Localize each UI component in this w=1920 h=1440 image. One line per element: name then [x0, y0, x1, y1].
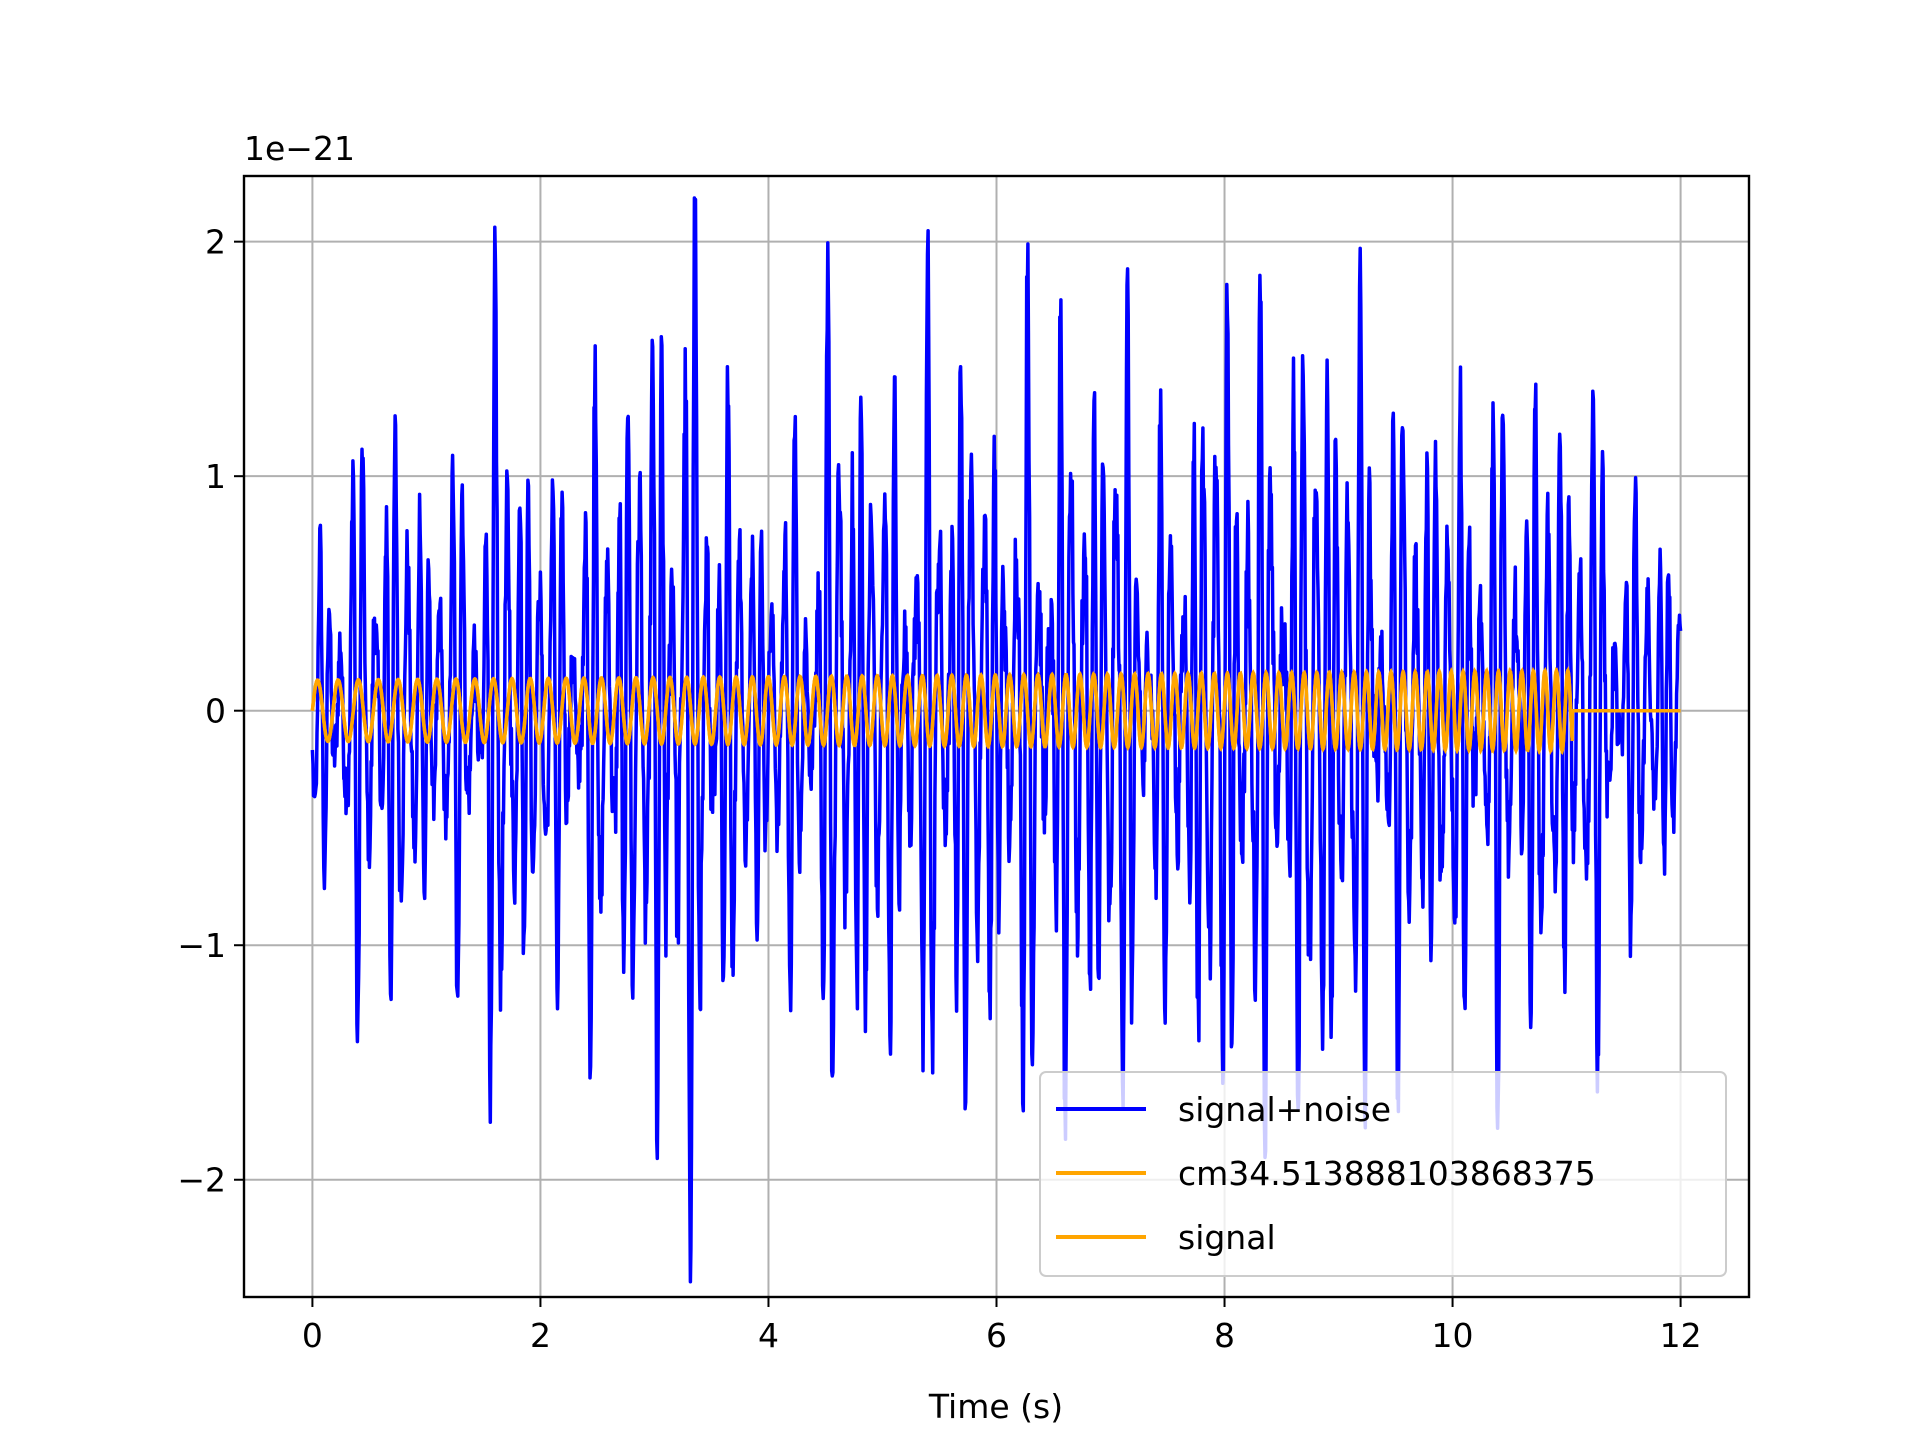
legend-box	[1039, 1071, 1727, 1277]
y-tick-label: −1	[177, 926, 226, 965]
legend-label: cm34.513888103868375	[1178, 1154, 1596, 1193]
series-signal-noise-line	[310, 196, 1683, 1284]
y-tick-label: 2	[205, 223, 226, 262]
legend: signal+noise cm34.513888103868375 signal	[1039, 1071, 1727, 1277]
x-tick-label: 10	[1432, 1316, 1474, 1355]
x-tick-label: 6	[986, 1316, 1007, 1355]
legend-label: signal	[1178, 1218, 1276, 1257]
y-tick-label: 1	[205, 457, 226, 496]
legend-label: signal+noise	[1178, 1090, 1391, 1129]
series-cm-line	[310, 666, 1575, 756]
x-tick-label: 0	[302, 1316, 323, 1355]
y-tick-label: −2	[177, 1161, 226, 1200]
x-axis-label: Time (s)	[928, 1387, 1063, 1426]
x-tick-label: 8	[1214, 1316, 1235, 1355]
x-tick-label: 12	[1660, 1316, 1702, 1355]
x-tick-label: 2	[530, 1316, 551, 1355]
plot-series	[310, 196, 1683, 1284]
y-tick-label: 0	[205, 692, 226, 731]
y-offset-label: 1e−21	[244, 129, 355, 168]
x-tick-label: 4	[758, 1316, 779, 1355]
